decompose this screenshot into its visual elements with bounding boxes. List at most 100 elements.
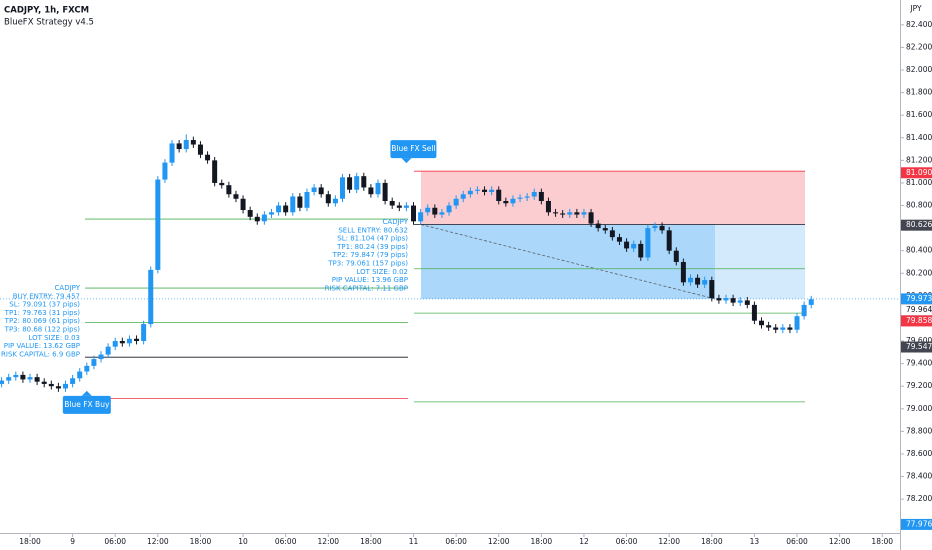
- trade-info: RISK CAPITAL: 6.9 GBP: [1, 350, 80, 358]
- trade-info: PIP VALUE: 13.62 GBP: [4, 342, 80, 350]
- candle-body: [48, 383, 54, 387]
- candle-body: [574, 212, 580, 215]
- candle-body: [553, 212, 559, 214]
- y-tick-label: 78.600: [906, 449, 932, 458]
- profit-zone-ext: [715, 224, 805, 299]
- price-tag: [901, 219, 932, 231]
- signal-arrow: [81, 390, 92, 396]
- candle-body: [624, 241, 630, 249]
- price-tag-label: 79.547: [906, 342, 932, 351]
- candle-body: [638, 243, 644, 258]
- candle-body: [666, 230, 672, 251]
- x-tick-label: 10: [238, 537, 248, 546]
- y-tick-label: 79.400: [906, 359, 932, 368]
- y-tick-label: 79.200: [906, 381, 932, 390]
- x-tick-label: 06:00: [275, 537, 297, 546]
- stop-zone: [421, 171, 805, 225]
- x-tick-label: 12:00: [488, 537, 510, 546]
- y-tick-label: 81.000: [906, 178, 932, 187]
- candle-body: [283, 205, 289, 213]
- y-tick-label: 79.000: [906, 404, 932, 413]
- y-tick-label: 80.200: [906, 268, 932, 277]
- candle-body: [673, 250, 679, 262]
- y-tick-label: 78.200: [906, 494, 932, 503]
- candle-body: [652, 225, 658, 229]
- x-tick-label: 18:00: [190, 537, 212, 546]
- x-tick-label: 18:00: [871, 537, 893, 546]
- y-tick-label: 81.400: [906, 133, 932, 142]
- candle-body: [744, 300, 750, 305]
- x-tick-label: 12:00: [317, 537, 339, 546]
- trade-info: CADJPY: [383, 218, 409, 226]
- price-tag-label: 79.858: [906, 316, 932, 325]
- x-tick-label: 9: [70, 537, 75, 546]
- candle-body: [91, 359, 97, 366]
- candle-body: [680, 261, 686, 283]
- y-tick-label: 81.200: [906, 155, 932, 164]
- y-tick-label: 78.400: [906, 472, 932, 481]
- candle-body: [396, 205, 402, 208]
- candle-body: [716, 298, 722, 301]
- candle-body: [20, 374, 26, 380]
- candle-body: [141, 324, 147, 342]
- y-tick-label: 82.000: [906, 65, 932, 74]
- chart-title: CADJPY, 1h, FXCM: [4, 6, 89, 16]
- trade-info: TP3: 80.68 (122 pips): [4, 326, 81, 334]
- candle-body: [517, 197, 523, 199]
- candle-body: [318, 187, 324, 195]
- y-tick-label: 80.800: [906, 201, 932, 210]
- candle-body: [240, 198, 246, 211]
- y-tick-label: 78.800: [906, 426, 932, 435]
- candle-body: [34, 377, 40, 382]
- trade-info: TP1: 80.24 (39 pips): [336, 243, 408, 251]
- x-tick-label: 13: [750, 537, 760, 546]
- candle-body: [759, 320, 765, 326]
- candle-body: [411, 205, 417, 222]
- candle-body: [453, 198, 459, 206]
- x-tick-label: 18:00: [531, 537, 553, 546]
- candle-body: [403, 205, 409, 208]
- candle-body: [446, 205, 452, 213]
- price-tag: [901, 293, 932, 305]
- price-tag: [901, 167, 932, 179]
- candle-body: [695, 277, 701, 285]
- trade-info: SL: 79.091 (37 pips): [9, 301, 80, 309]
- candle-body: [226, 185, 232, 195]
- price-tag: [901, 518, 932, 530]
- candle-body: [766, 325, 772, 328]
- candle-body: [794, 316, 800, 330]
- candle-body: [304, 191, 310, 208]
- x-tick-label: 06:00: [104, 537, 126, 546]
- x-tick-label: 18:00: [19, 537, 41, 546]
- candle-body: [311, 187, 317, 192]
- trade-info: LOT SIZE: 0.03: [28, 334, 80, 342]
- signal-box: [62, 395, 111, 414]
- candle-body: [418, 212, 424, 222]
- candle-body: [467, 190, 473, 195]
- candle-body: [162, 162, 168, 180]
- candle-body: [332, 198, 338, 204]
- price-tag-label: 79.973: [906, 294, 932, 303]
- signal-label: Blue FX Buy: [64, 400, 110, 409]
- candle-body: [297, 196, 303, 208]
- candle-body: [126, 338, 132, 344]
- candle-body: [737, 300, 743, 303]
- candle-body: [155, 179, 161, 270]
- candle-body: [538, 191, 544, 202]
- candle-body: [702, 280, 708, 285]
- candle-body: [489, 189, 495, 192]
- candle-body: [197, 144, 203, 155]
- candle-body: [780, 327, 786, 330]
- candle-body: [496, 189, 502, 202]
- candle-body: [432, 207, 438, 215]
- price-tag-label: 79.964: [906, 305, 932, 314]
- x-tick-label: 06:00: [786, 537, 808, 546]
- trade-info: SELL ENTRY: 80.632: [338, 226, 408, 234]
- candle-body: [425, 207, 431, 213]
- candle-body: [6, 377, 12, 381]
- price-tag-label: 81.090: [906, 168, 932, 177]
- candle-body: [524, 196, 530, 198]
- candle-body: [730, 298, 736, 303]
- currency: JPY: [909, 4, 922, 13]
